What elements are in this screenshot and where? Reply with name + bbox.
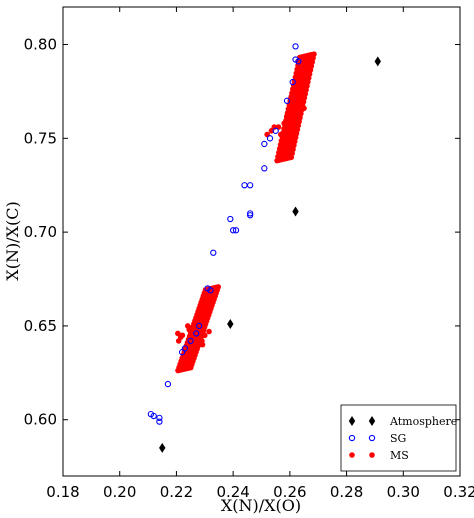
ms-point <box>301 105 307 112</box>
x-axis-label: X(N)/X(O) <box>221 496 301 515</box>
x-tick-label: 0.28 <box>330 483 363 501</box>
ms-point <box>275 124 282 130</box>
ms-point <box>277 131 284 138</box>
ms-point <box>281 120 287 127</box>
ms-point <box>284 113 290 119</box>
sg-point <box>207 287 214 294</box>
legend-label: Atmosphere <box>389 415 457 428</box>
atmosphere-point <box>159 442 166 453</box>
ms-point <box>179 332 186 339</box>
sg-point <box>266 135 274 142</box>
sg-point <box>292 43 299 50</box>
sg-point <box>261 165 268 172</box>
sg-point <box>227 215 234 223</box>
legend-marker <box>348 416 356 426</box>
y-tick-label: 0.75 <box>24 129 57 147</box>
x-tick-label: 0.22 <box>160 483 193 501</box>
ms-point <box>215 284 222 290</box>
atmosphere-point <box>292 206 299 217</box>
ms-point <box>311 51 317 57</box>
sg-point <box>289 78 296 86</box>
sg-point <box>261 140 268 148</box>
ms-point <box>288 105 295 112</box>
ms-point <box>292 114 299 121</box>
sg-point <box>181 345 189 352</box>
legend: Atmosphere SG MS <box>340 404 457 472</box>
sg-point <box>272 127 279 134</box>
sg-point <box>247 210 254 217</box>
sg-point <box>210 249 217 256</box>
ms-point <box>199 341 206 348</box>
ms-point <box>190 343 197 350</box>
x-tick-label: 0.30 <box>387 483 420 501</box>
x-tick-label: 0.24 <box>216 483 249 501</box>
legend-marker <box>369 452 375 458</box>
series-layer <box>147 43 381 453</box>
sg-point <box>247 212 254 219</box>
y-axis-label: X(N)/X(C) <box>3 201 22 280</box>
y-tick-label: 0.60 <box>24 411 57 429</box>
sg-point <box>247 182 254 189</box>
x-tick-label: 0.26 <box>273 483 306 501</box>
y-tick-label: 0.80 <box>24 36 57 54</box>
sg-point <box>232 227 240 234</box>
sg-point <box>195 322 203 330</box>
legend-marker <box>368 434 376 442</box>
legend-marker <box>349 452 355 458</box>
sg-point <box>187 337 194 345</box>
atmosphere-series <box>159 56 381 453</box>
ms-point <box>291 124 297 130</box>
plot-frame <box>62 6 461 477</box>
sg-point <box>295 58 302 65</box>
legend-marker <box>368 416 376 426</box>
plot-background <box>63 7 460 476</box>
x-tick-label: 0.20 <box>103 483 136 501</box>
y-tick-label: 0.65 <box>24 317 57 335</box>
x-tick-label: 0.32 <box>443 483 474 501</box>
ms-point <box>186 326 192 333</box>
legend-items: Atmosphere SG MS <box>348 415 457 462</box>
sg-point <box>229 227 237 234</box>
x-tick-label: 0.18 <box>46 483 79 501</box>
sg-point <box>156 418 163 425</box>
sg-point <box>283 97 291 104</box>
y-tick-label: 0.70 <box>24 223 57 241</box>
legend-label: MS <box>390 449 409 462</box>
sg-point <box>150 412 157 420</box>
legend-box <box>340 404 457 472</box>
ms-point <box>206 328 212 335</box>
axes-layer: 0.18 0.20 0.22 0.24 0.26 0.28 0.30 0.32 0.60 0.65… <box>24 7 474 501</box>
ms-point <box>264 131 270 138</box>
legend-label: SG <box>390 432 406 445</box>
sg-point <box>164 380 172 388</box>
sg-point <box>193 330 200 337</box>
atmosphere-point <box>374 56 381 67</box>
sg-series <box>147 43 302 425</box>
atmosphere-point <box>227 319 234 330</box>
legend-marker <box>348 434 356 442</box>
ms-point <box>201 332 208 339</box>
sg-point <box>156 414 163 421</box>
